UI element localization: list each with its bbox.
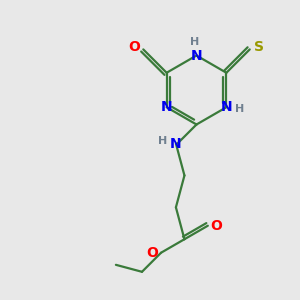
Text: N: N [220, 100, 232, 114]
Text: H: H [235, 104, 244, 114]
Text: N: N [161, 100, 172, 114]
Text: H: H [158, 136, 167, 146]
Text: N: N [170, 136, 182, 151]
Text: O: O [147, 246, 159, 260]
Text: H: H [190, 37, 200, 47]
Text: S: S [254, 40, 264, 54]
Text: O: O [210, 219, 222, 233]
Text: O: O [128, 40, 140, 54]
Text: N: N [191, 49, 202, 62]
